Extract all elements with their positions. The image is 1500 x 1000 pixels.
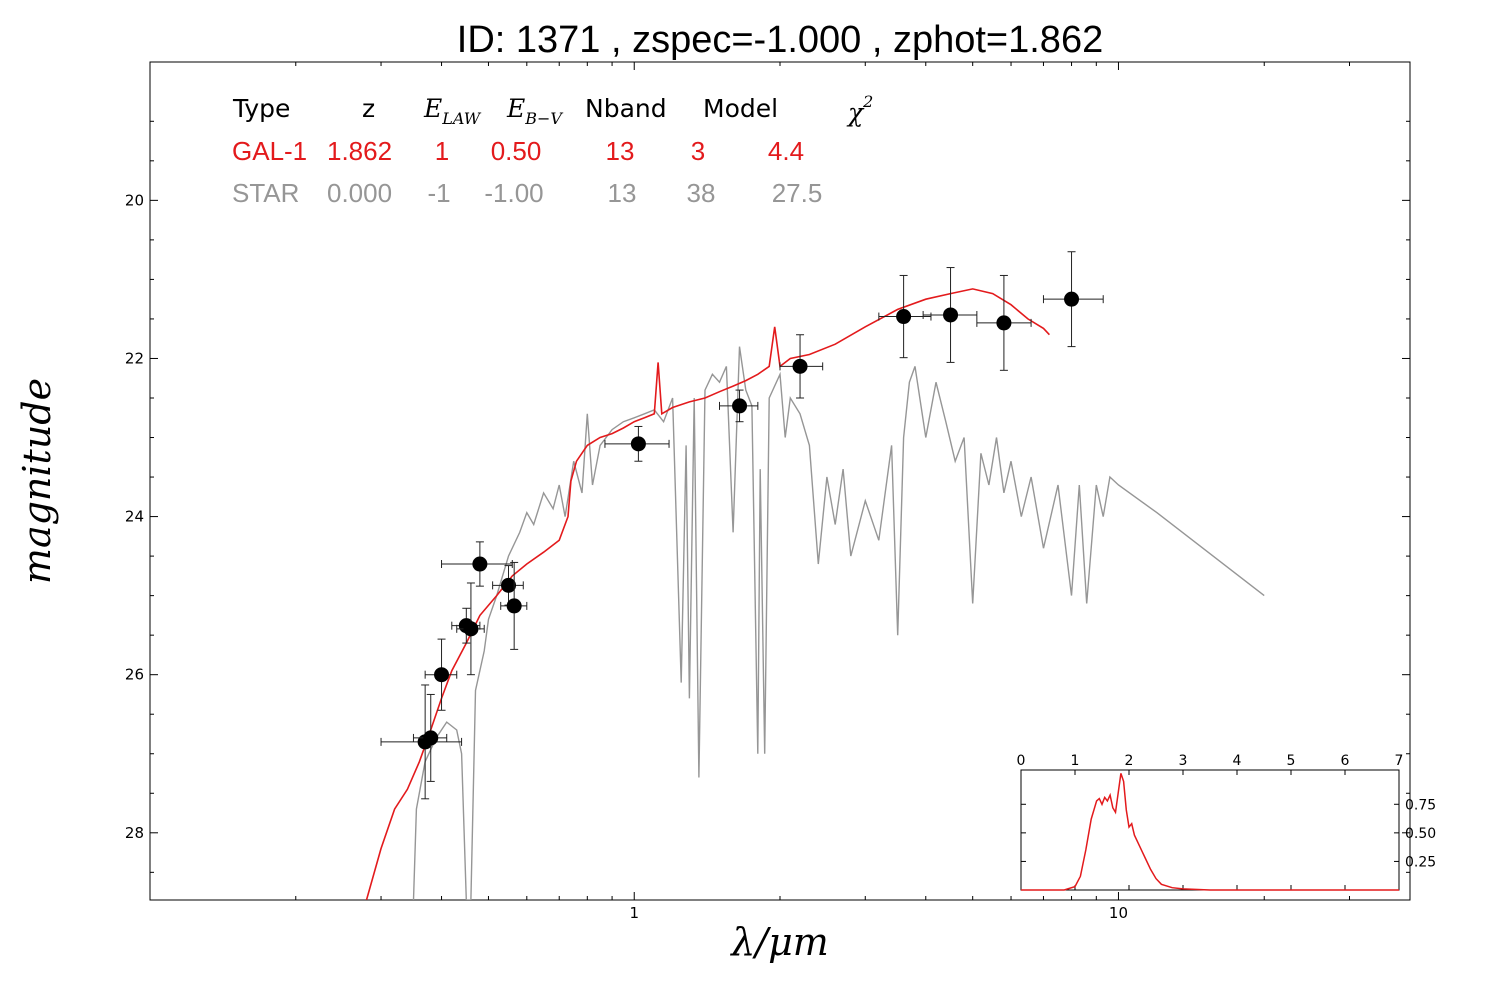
inset-ticks xyxy=(1020,770,1400,890)
photometry-marker xyxy=(434,667,450,683)
photometry-point xyxy=(719,389,759,423)
y-tick-label: 26 xyxy=(125,666,144,684)
photometry-marker xyxy=(423,730,439,746)
x-tick-label: 1 xyxy=(629,904,639,922)
inset-x-tick-label: 2 xyxy=(1125,753,1134,769)
cell-model: 38 xyxy=(687,178,716,208)
galaxy-template-line xyxy=(365,288,1050,900)
photometry-point xyxy=(1042,251,1104,348)
cell-ebv: 0.50 xyxy=(491,136,542,166)
y-tick-label: 24 xyxy=(125,508,144,526)
y-tick-label: 22 xyxy=(125,349,144,367)
y-axis-label: magnitude xyxy=(15,378,59,584)
header-elaw: ELAW xyxy=(423,94,482,128)
inset-tick-labels: 0 1 2 3 4 5 6 7 0.25 0.50 0.75 xyxy=(1017,753,1437,870)
inset-x-tick-label: 4 xyxy=(1233,753,1242,769)
photometry-point xyxy=(412,693,448,782)
inset-x-tick-label: 3 xyxy=(1179,753,1188,769)
inset-x-tick-label: 1 xyxy=(1071,753,1080,769)
inset-y-tick-label: 0.25 xyxy=(1405,854,1436,870)
photometry-marker xyxy=(996,315,1012,331)
photometry-marker xyxy=(501,577,517,593)
header-chi2: χ2 xyxy=(846,92,873,127)
photometry-marker xyxy=(463,621,479,637)
inset-y-tick-label: 0.75 xyxy=(1405,797,1436,813)
inset-x-tick-label: 7 xyxy=(1395,753,1404,769)
y-tick-label: 20 xyxy=(125,191,144,209)
photometry-marker xyxy=(472,556,488,572)
chart-title: ID: 1371 , zspec=-1.000 , zphot=1.862 xyxy=(457,19,1103,61)
photometry-marker xyxy=(943,307,959,323)
header-model: Model xyxy=(703,94,778,123)
photometry-marker xyxy=(1064,291,1080,307)
cell-elaw: 1 xyxy=(435,136,449,166)
cell-model: 3 xyxy=(691,136,705,166)
photometry-marker xyxy=(630,436,646,452)
pdz-inset: 0 1 2 3 4 5 6 7 0.25 0.50 0.75 xyxy=(1017,753,1437,891)
photometry-point xyxy=(492,565,524,606)
cell-z: 0.000 xyxy=(327,178,392,208)
photometry-point xyxy=(604,425,670,462)
photometry-point xyxy=(456,582,485,676)
cell-ebv: -1.00 xyxy=(484,178,543,208)
inset-x-tick-label: 6 xyxy=(1341,753,1350,769)
photometry-point xyxy=(878,274,932,359)
inset-x-tick-label: 5 xyxy=(1287,753,1296,769)
inset-series xyxy=(1021,773,1399,891)
inset-y-tick-label: 0.50 xyxy=(1405,826,1436,842)
header-nband: Nband xyxy=(585,94,667,123)
photometry-marker xyxy=(896,309,912,325)
cell-chi2: 27.5 xyxy=(772,178,823,208)
main-ticks xyxy=(150,62,1410,900)
x-axis-label: λ/μm xyxy=(729,920,829,964)
photometry-point xyxy=(500,561,528,650)
photometry-marker xyxy=(732,398,748,414)
cell-type: GAL-1 xyxy=(232,136,307,166)
cell-elaw: -1 xyxy=(427,178,450,208)
cell-nband: 13 xyxy=(608,178,637,208)
fit-table-header: Type z ELAW EB−V Nband Model χ2 xyxy=(232,92,873,128)
photometry-point xyxy=(441,541,513,587)
x-tick-label: 10 xyxy=(1109,904,1128,922)
fit-row-star: STAR 0.000 -1 -1.00 13 38 27.5 xyxy=(232,178,822,208)
cell-type: STAR xyxy=(232,178,299,208)
main-points xyxy=(380,251,1104,800)
inset-frame xyxy=(1020,769,1400,891)
photometry-marker xyxy=(506,598,522,614)
inset-x-tick-label: 0 xyxy=(1017,753,1026,769)
photometry-marker xyxy=(792,358,808,374)
photometry-point xyxy=(922,267,978,363)
photometry-point xyxy=(424,638,458,711)
header-type: Type xyxy=(232,94,290,123)
cell-chi2: 4.4 xyxy=(768,136,804,166)
header-ebv: EB−V xyxy=(506,94,563,128)
pdz-line xyxy=(1021,773,1399,891)
fit-row-galaxy: GAL-1 1.862 1 0.50 13 3 4.4 xyxy=(232,136,804,166)
photometry-point xyxy=(779,334,824,399)
y-tick-label: 28 xyxy=(125,824,144,842)
photometry-point xyxy=(976,274,1032,371)
header-z: z xyxy=(362,94,375,123)
cell-z: 1.862 xyxy=(327,136,392,166)
cell-nband: 13 xyxy=(606,136,635,166)
fit-table: Type z ELAW EB−V Nband Model χ2 GAL-1 1.… xyxy=(232,92,873,208)
